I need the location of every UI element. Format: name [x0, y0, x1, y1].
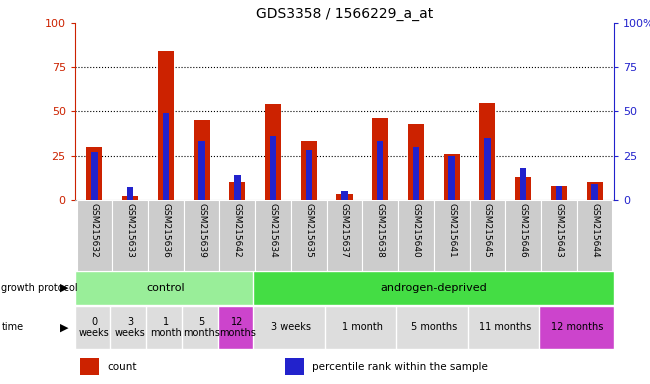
Bar: [218, 306, 257, 349]
Bar: [77, 200, 112, 271]
Text: GSM215640: GSM215640: [411, 203, 421, 258]
Bar: [198, 141, 205, 200]
Bar: [434, 200, 469, 271]
Bar: [448, 156, 455, 200]
Text: GSM215638: GSM215638: [376, 203, 385, 258]
Bar: [285, 358, 304, 376]
Bar: [148, 200, 184, 271]
Bar: [194, 120, 209, 200]
Bar: [541, 200, 577, 271]
Bar: [362, 200, 398, 271]
Bar: [577, 200, 612, 271]
Bar: [372, 118, 388, 200]
Text: 11 months: 11 months: [479, 322, 532, 333]
Bar: [122, 196, 138, 200]
Bar: [254, 306, 328, 349]
Bar: [413, 147, 419, 200]
Bar: [520, 168, 526, 200]
Bar: [515, 177, 531, 200]
Text: GSM215632: GSM215632: [90, 203, 99, 258]
Bar: [592, 184, 598, 200]
Bar: [327, 200, 362, 271]
Bar: [184, 200, 220, 271]
Bar: [291, 200, 327, 271]
Bar: [341, 191, 348, 200]
Title: GDS3358 / 1566229_a_at: GDS3358 / 1566229_a_at: [256, 7, 433, 21]
Text: growth protocol: growth protocol: [1, 283, 78, 293]
Bar: [444, 154, 460, 200]
Bar: [306, 150, 312, 200]
Text: 3 weeks: 3 weeks: [271, 322, 311, 333]
Bar: [484, 138, 491, 200]
Bar: [80, 358, 99, 376]
Bar: [325, 306, 400, 349]
Text: GSM215646: GSM215646: [519, 203, 528, 258]
Text: GSM215641: GSM215641: [447, 203, 456, 258]
Bar: [220, 200, 255, 271]
Bar: [469, 200, 505, 271]
Text: 12
months: 12 months: [219, 316, 255, 338]
Text: 5 months: 5 months: [411, 322, 457, 333]
Bar: [75, 306, 114, 349]
Bar: [408, 124, 424, 200]
Bar: [270, 136, 276, 200]
Bar: [540, 306, 614, 349]
Bar: [586, 182, 603, 200]
Bar: [398, 200, 434, 271]
Text: 0
weeks: 0 weeks: [79, 316, 110, 338]
Bar: [255, 200, 291, 271]
Bar: [468, 306, 543, 349]
Text: control: control: [146, 283, 185, 293]
Text: 12 months: 12 months: [551, 322, 603, 333]
Text: GSM215637: GSM215637: [340, 203, 349, 258]
Text: 1
month: 1 month: [150, 316, 182, 338]
Text: androgen-deprived: androgen-deprived: [380, 283, 488, 293]
Text: GSM215633: GSM215633: [125, 203, 135, 258]
Text: count: count: [107, 362, 136, 372]
Bar: [127, 187, 133, 200]
Bar: [75, 271, 257, 305]
Text: ▶: ▶: [60, 322, 68, 333]
Text: 3
weeks: 3 weeks: [115, 316, 146, 338]
Bar: [505, 200, 541, 271]
Text: GSM215643: GSM215643: [554, 203, 564, 258]
Text: GSM215644: GSM215644: [590, 203, 599, 258]
Bar: [480, 103, 495, 200]
Bar: [162, 113, 169, 200]
Text: GSM215639: GSM215639: [197, 203, 206, 258]
Bar: [158, 51, 174, 200]
Text: GSM215645: GSM215645: [483, 203, 492, 258]
Bar: [265, 104, 281, 200]
Text: time: time: [1, 322, 23, 333]
Bar: [91, 152, 98, 200]
Text: 5
months: 5 months: [183, 316, 220, 338]
Bar: [234, 175, 240, 200]
Bar: [377, 141, 384, 200]
Bar: [86, 147, 103, 200]
Text: percentile rank within the sample: percentile rank within the sample: [312, 362, 488, 372]
Bar: [396, 306, 471, 349]
Text: GSM215635: GSM215635: [304, 203, 313, 258]
Text: GSM215642: GSM215642: [233, 203, 242, 258]
Bar: [229, 182, 245, 200]
Bar: [112, 200, 148, 271]
Bar: [551, 185, 567, 200]
Text: 1 month: 1 month: [342, 322, 383, 333]
Bar: [182, 306, 221, 349]
Bar: [337, 194, 352, 200]
Bar: [254, 271, 614, 305]
Bar: [111, 306, 150, 349]
Bar: [301, 141, 317, 200]
Text: GSM215636: GSM215636: [161, 203, 170, 258]
Bar: [556, 185, 562, 200]
Bar: [146, 306, 185, 349]
Text: ▶: ▶: [60, 283, 68, 293]
Text: GSM215634: GSM215634: [268, 203, 278, 258]
